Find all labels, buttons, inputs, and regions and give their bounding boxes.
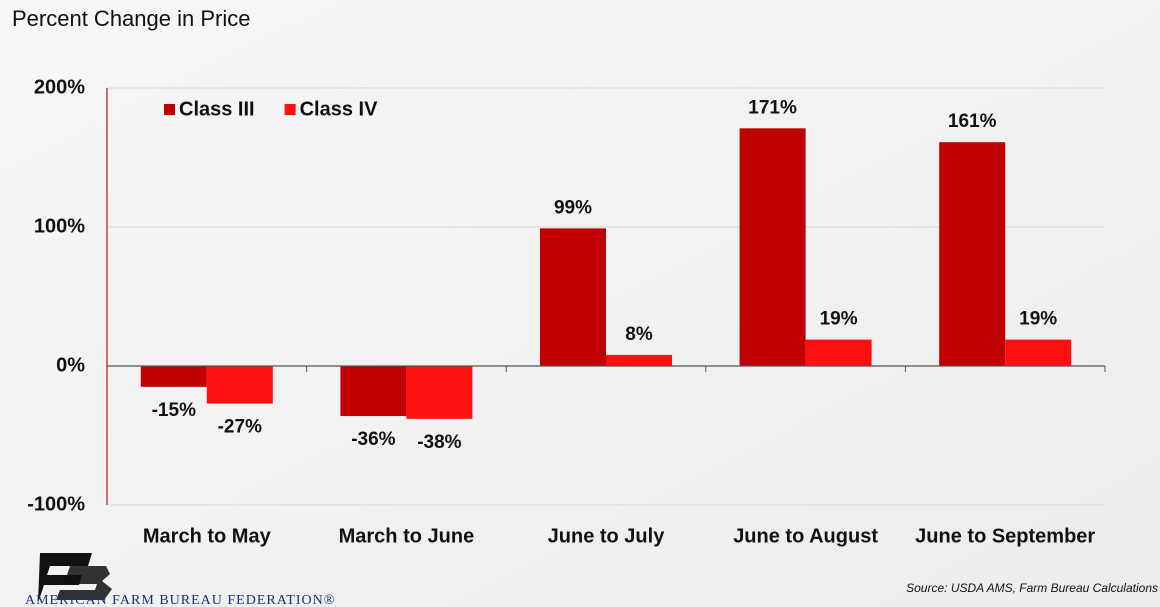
bar <box>739 128 806 366</box>
data-label: -15% <box>152 400 196 421</box>
x-tick-label: March to May <box>143 525 272 547</box>
data-label: 19% <box>820 309 858 330</box>
bar <box>540 228 606 366</box>
x-tick-label: March to June <box>339 525 475 547</box>
bar <box>606 354 672 366</box>
data-label: 161% <box>948 111 997 132</box>
bar <box>805 339 872 366</box>
data-label: 99% <box>554 197 592 218</box>
y-tick-label: 100% <box>34 215 85 237</box>
data-label: -36% <box>351 429 395 450</box>
bar <box>206 366 273 404</box>
legend-label: Class IV <box>300 98 378 120</box>
x-tick-label: June to September <box>915 525 1095 547</box>
y-tick-label: 0% <box>56 354 85 376</box>
logo <box>38 553 112 603</box>
bar <box>140 366 207 387</box>
x-tick-label: June to July <box>548 525 666 547</box>
data-label: 171% <box>748 97 797 118</box>
organization: AMERICAN FARM BUREAU FEDERATION® <box>25 593 335 607</box>
bar <box>340 366 407 417</box>
legend-swatch <box>164 104 175 115</box>
legend-swatch <box>284 104 296 115</box>
data-label: 8% <box>625 324 653 345</box>
data-label: 19% <box>1019 309 1057 330</box>
source-note: Source: USDA AMS, Farm Bureau Calculatio… <box>906 581 1158 595</box>
bar <box>406 366 473 419</box>
y-tick-label: 200% <box>34 76 85 98</box>
bar <box>939 142 1006 366</box>
data-label: -27% <box>218 417 262 438</box>
bar <box>1005 339 1072 366</box>
y-tick-label: -100% <box>27 493 85 515</box>
chart-title: Percent Change in Price <box>12 6 250 31</box>
legend-label: Class III <box>179 98 255 120</box>
data-label: -38% <box>417 432 461 453</box>
x-tick-label: June to August <box>733 525 878 547</box>
